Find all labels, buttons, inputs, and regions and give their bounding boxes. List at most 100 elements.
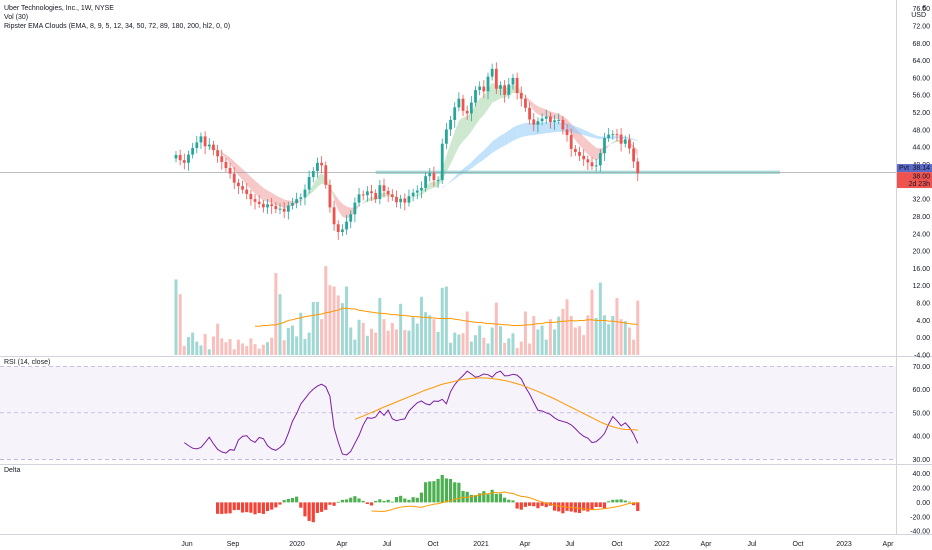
delta-bar (274, 502, 278, 508)
volume-bar (569, 315, 573, 355)
candle-body (619, 134, 623, 144)
volume-bar (578, 326, 582, 355)
time-tick-label: Apr (883, 541, 895, 548)
volume-bar (307, 332, 311, 355)
candle-body (486, 76, 490, 92)
ema-cloud-short (359, 202, 364, 207)
volume-legend[interactable]: Vol (30) (4, 14, 29, 21)
volume-bar (607, 324, 611, 355)
delta-bar (324, 502, 328, 510)
ema-cloud-long (521, 123, 526, 138)
volume-bar (211, 336, 215, 355)
volume-bar (544, 339, 548, 355)
volume-bar (457, 334, 461, 355)
volume-bar (415, 323, 419, 355)
volume-bar (282, 340, 286, 355)
candle-body (503, 85, 507, 95)
ema-cloud-short (313, 177, 318, 192)
ema-cloud-short (583, 136, 588, 155)
price-tick-label: 20.00 (912, 249, 930, 256)
ema-cloud-short (263, 187, 268, 202)
ema-cloud-short (587, 140, 592, 159)
candle-body (374, 193, 378, 200)
price-tick-label: 72.00 (912, 23, 930, 30)
rsi-pane-title[interactable]: RSI (14, close) (4, 359, 51, 366)
time-tick-label: Apr (337, 541, 349, 548)
ema-cloud-short (280, 197, 285, 209)
ema-cloud-long (542, 122, 547, 134)
volume-bar (440, 287, 444, 355)
volume-bar (174, 279, 178, 355)
main-legend[interactable]: Uber Technologies, Inc., 1W, NYSE Vol (3… (4, 4, 230, 31)
volume-bar (432, 319, 436, 355)
symbol-title[interactable]: Uber Technologies, Inc., 1W, NYSE (4, 5, 114, 12)
delta-bar (365, 502, 369, 505)
delta-pane-title[interactable]: Delta (4, 467, 21, 474)
volume-bar (411, 317, 415, 355)
candle-body (403, 198, 407, 203)
ema-cloud-long (550, 122, 555, 133)
rsi-tick-label: 30.00 (912, 457, 930, 464)
currency-selector[interactable]: € USD (911, 5, 926, 19)
price-tick-label: 12.00 (912, 283, 930, 290)
volume-bar (324, 266, 328, 355)
candle-body (382, 185, 386, 191)
volume-bar (220, 338, 224, 355)
ema-cloud-short (537, 106, 543, 116)
ema-cloud-short (367, 196, 372, 202)
volume-bar (490, 327, 494, 355)
delta-bar (361, 500, 365, 503)
delta-bar (494, 493, 498, 503)
volume-bar (365, 335, 369, 355)
ema-cloud-long (592, 133, 597, 139)
volume-bar (253, 344, 257, 355)
volume-bar (386, 330, 390, 355)
time-tick-label: Jul (566, 541, 575, 548)
volume-bar (361, 323, 365, 355)
delta-bar (486, 494, 490, 503)
ema-cloud-long (537, 122, 543, 135)
delta-bar (270, 502, 274, 510)
pivot-badge (897, 164, 932, 173)
delta-bar (615, 499, 619, 503)
volume-bar (286, 328, 290, 355)
candle-body (228, 167, 232, 174)
volume-bar (503, 342, 507, 355)
time-tick-label: 2021 (473, 541, 489, 548)
ema-cloud-long (450, 176, 455, 183)
candle-body (307, 177, 311, 190)
ema-cloud-short (554, 112, 559, 120)
candle-body (469, 102, 473, 114)
price-tick-label: 76.00 (912, 6, 930, 13)
ema-cloud-short (417, 192, 422, 197)
volume-bar (245, 346, 249, 355)
candle-body (282, 208, 286, 212)
candle-body (303, 189, 307, 198)
delta-bar (290, 497, 295, 503)
ema-cloud-short (533, 103, 538, 115)
delta-bar (453, 482, 457, 503)
volume-bar (428, 315, 432, 355)
candle-body (428, 173, 432, 177)
delta-tick-label: -40.00 (910, 529, 930, 536)
delta-bar (536, 502, 540, 509)
volume-bar (507, 338, 511, 355)
ema-cloud-short (546, 109, 551, 119)
delta-tick-label: 40.00 (912, 471, 930, 478)
rsi-ma-line (354, 377, 638, 431)
volume-bar (295, 336, 299, 355)
delta-bar (344, 499, 349, 503)
delta-bar (511, 500, 515, 503)
ema-cloud-legend[interactable]: Ripster EMA Clouds (EMA, 8, 9, 5, 12, 34… (4, 23, 231, 30)
volume-bar (557, 316, 561, 355)
volume-bar (548, 319, 552, 355)
volume-bar (590, 289, 594, 355)
candle-body (432, 173, 436, 181)
candle-body (474, 90, 477, 103)
candle-body (623, 139, 627, 144)
delta-bar (374, 500, 378, 503)
delta-bar (349, 497, 353, 503)
candle-body (519, 93, 523, 99)
delta-bar (332, 502, 336, 506)
